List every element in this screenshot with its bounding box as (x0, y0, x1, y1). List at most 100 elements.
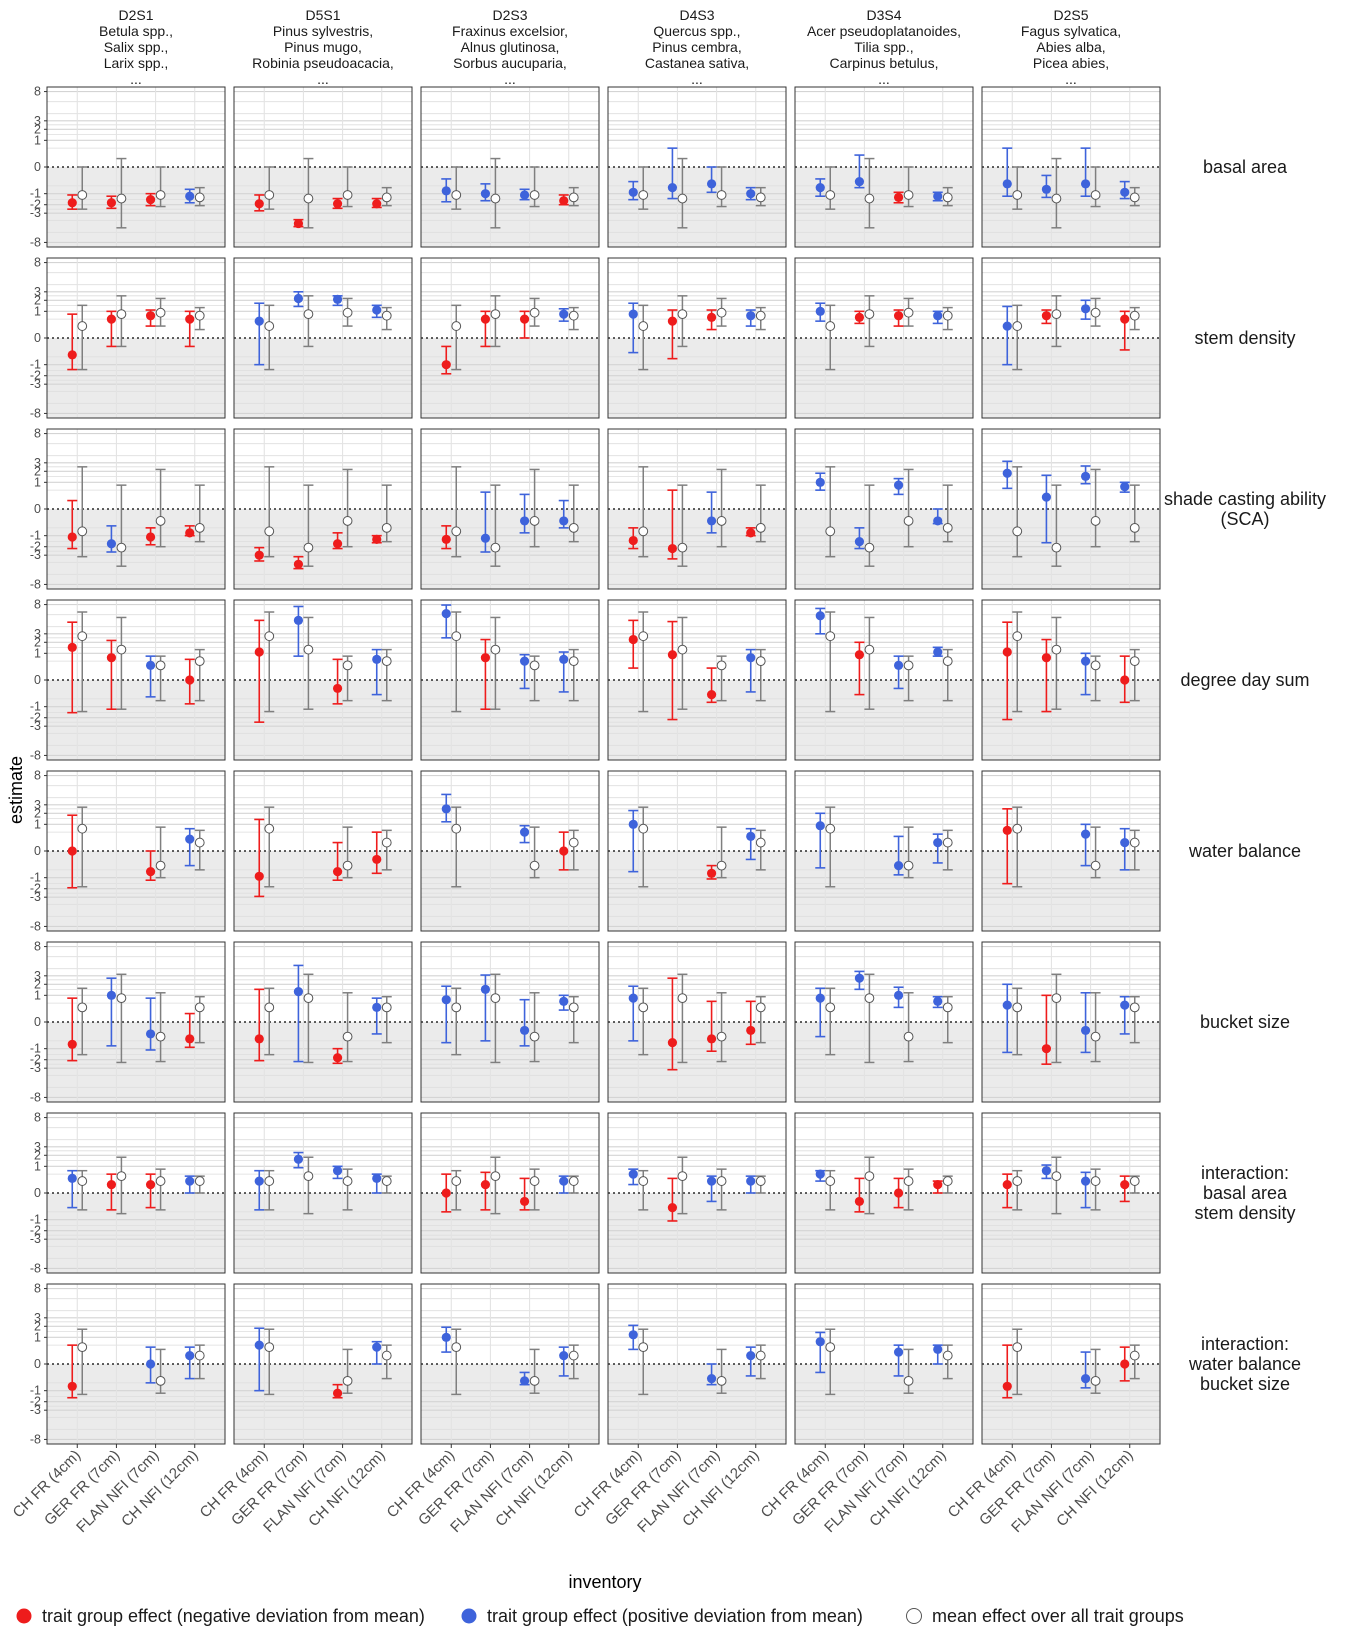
mean-point (264, 190, 275, 200)
group-point (372, 654, 382, 664)
mean-point (77, 1176, 88, 1186)
y-tick-label: -1 (30, 871, 41, 885)
panel-border (46, 257, 226, 419)
y-tick-label: 2 (34, 1148, 41, 1162)
group-point (185, 528, 195, 538)
y-tick-label: -2 (30, 711, 41, 725)
group-point (1002, 179, 1012, 189)
negative-region (795, 680, 973, 760)
negative-region (608, 167, 786, 247)
panel-border (233, 257, 413, 419)
mean-point (381, 522, 392, 533)
group-point (185, 1350, 195, 1361)
mean-point (638, 1002, 649, 1013)
group-point (1002, 1000, 1012, 1010)
group-point (185, 1034, 195, 1044)
row-label: degree day sum (1180, 670, 1309, 690)
mean-point (194, 1350, 205, 1361)
mean-point (1129, 192, 1140, 203)
mean-point (942, 1176, 953, 1186)
mean-point (864, 542, 875, 553)
y-tick-label: 3 (34, 1140, 41, 1154)
mean-point (264, 1176, 275, 1186)
facet-panel (46, 86, 226, 248)
mean-point (755, 837, 766, 848)
row-label: basal area (1203, 157, 1288, 177)
mean-point (638, 823, 649, 834)
group-point (628, 819, 638, 829)
mean-point (490, 309, 501, 320)
group-point (519, 1196, 530, 1207)
column-species: Sorbus aucuparia, (453, 55, 567, 71)
group-point (1002, 468, 1012, 478)
mean-point (903, 860, 914, 871)
mean-point (342, 516, 353, 526)
mean-point (825, 1342, 836, 1353)
facet-panel (981, 770, 1161, 932)
panel-border (794, 1283, 974, 1445)
facet-panel (607, 428, 787, 590)
panel-border (46, 599, 226, 761)
group-point (893, 990, 904, 1000)
y-tick-label: -2 (30, 1053, 41, 1067)
facet-panel (794, 599, 974, 761)
y-tick-label: -1 (30, 529, 41, 543)
legend-label: mean effect over all trait groups (932, 1606, 1184, 1626)
mean-point (1012, 1176, 1023, 1186)
mean-point (1012, 321, 1023, 331)
y-tick-label: 1 (34, 475, 41, 489)
mean-point (716, 1176, 727, 1186)
mean-point (825, 526, 836, 537)
group-point (185, 834, 195, 844)
mean-point (864, 309, 875, 320)
column-species: ... (130, 71, 142, 87)
y-tick-label: 8 (34, 598, 41, 612)
mean-point (716, 307, 727, 318)
column-species: Fraxinus excelsior, (452, 23, 568, 39)
column-species: Robinia pseudoacacia, (252, 55, 394, 71)
y-tick-label: -3 (30, 377, 41, 391)
mean-point (490, 1171, 501, 1182)
y-tick-label: -2 (30, 1395, 41, 1409)
y-tick-label: -8 (30, 1261, 41, 1275)
row-label: interaction: (1201, 1163, 1289, 1183)
group-point (893, 660, 904, 670)
y-tick-label: 8 (34, 1282, 41, 1296)
y-tick-label: 0 (34, 1015, 41, 1029)
mean-point (155, 190, 166, 200)
column-species: ... (878, 71, 890, 87)
mean-point (1129, 1176, 1140, 1186)
mean-point (903, 1375, 914, 1386)
group-point (559, 196, 569, 206)
y-tick-label: 8 (34, 769, 41, 783)
mean-point (903, 516, 914, 526)
y-tick-label: 0 (34, 160, 41, 174)
row-label: shade casting ability (1164, 489, 1326, 509)
column-species: ... (691, 71, 703, 87)
group-point (145, 1359, 156, 1369)
group-point (628, 535, 638, 546)
column-title: D3S4 (866, 7, 901, 23)
group-point (628, 1330, 638, 1340)
group-point (1080, 304, 1091, 314)
mean-point (903, 1176, 914, 1186)
mean-point (677, 193, 688, 204)
group-point (933, 837, 943, 848)
column-title: D2S3 (492, 7, 527, 23)
y-tick-label: 1 (34, 646, 41, 660)
group-point (332, 867, 343, 877)
panel-border (981, 428, 1161, 590)
group-point (106, 1179, 117, 1190)
facet-panel (794, 86, 974, 248)
negative-region (795, 167, 973, 247)
group-point (1080, 179, 1091, 189)
group-point (145, 867, 156, 877)
group-point (480, 984, 491, 994)
mean-point (77, 631, 88, 642)
facet-panel (794, 257, 974, 419)
panel-border (981, 257, 1161, 419)
mean-point (77, 1342, 88, 1353)
group-point (893, 861, 904, 871)
panel-border (233, 941, 413, 1103)
